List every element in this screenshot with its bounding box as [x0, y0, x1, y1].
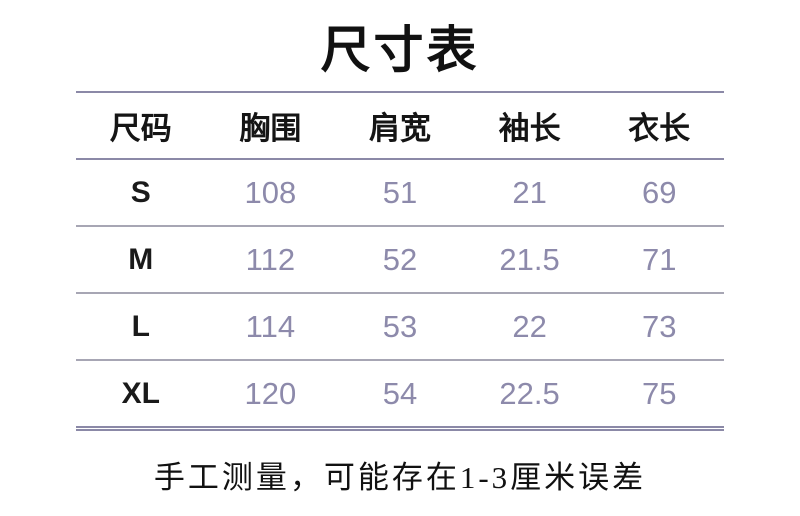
- cell-size: L: [131, 309, 150, 343]
- header-cell-length: 衣长: [628, 111, 691, 146]
- size-chart-table: 尺码 胸围 肩宽 袖长 衣长 S 108 51 21 69 M 112 52 2…: [76, 91, 724, 431]
- cell-chest: 120: [244, 375, 297, 411]
- cell-sleeve: 22.5: [499, 375, 560, 411]
- cell-sleeve: 22: [512, 308, 547, 344]
- table-row: M 112 52 21.5 71: [76, 227, 724, 294]
- cell-size: XL: [121, 376, 160, 410]
- cell-shoulder: 54: [382, 375, 418, 411]
- cell-sleeve: 21: [512, 174, 547, 210]
- cell-chest: 114: [245, 308, 296, 344]
- page-title: 尺寸表: [320, 22, 480, 78]
- measurement-disclaimer: 手工测量，可能存在1-3厘米误差: [153, 460, 647, 495]
- header-cell-chest: 胸围: [239, 111, 302, 146]
- header-cell-shoulder: 肩宽: [368, 111, 431, 146]
- cell-length: 69: [641, 174, 677, 210]
- cell-size: S: [130, 175, 151, 209]
- cell-shoulder: 53: [382, 308, 418, 344]
- table-row: XL 120 54 22.5 75: [76, 361, 724, 431]
- cell-sleeve: 21.5: [499, 241, 560, 277]
- cell-chest: 112: [245, 241, 296, 277]
- cell-shoulder: 52: [382, 241, 418, 277]
- cell-shoulder: 51: [382, 174, 418, 210]
- table-row: L 114 53 22 73: [76, 294, 724, 361]
- cell-length: 71: [641, 241, 677, 277]
- table-header-row: 尺码 胸围 肩宽 袖长 衣长: [76, 93, 724, 160]
- table-row: S 108 51 21 69: [76, 160, 724, 227]
- cell-length: 73: [641, 308, 677, 344]
- cell-chest: 108: [244, 174, 297, 210]
- cell-length: 75: [641, 375, 677, 411]
- cell-size: M: [128, 242, 154, 276]
- header-cell-size: 尺码: [109, 111, 172, 146]
- header-cell-sleeve: 袖长: [498, 111, 561, 146]
